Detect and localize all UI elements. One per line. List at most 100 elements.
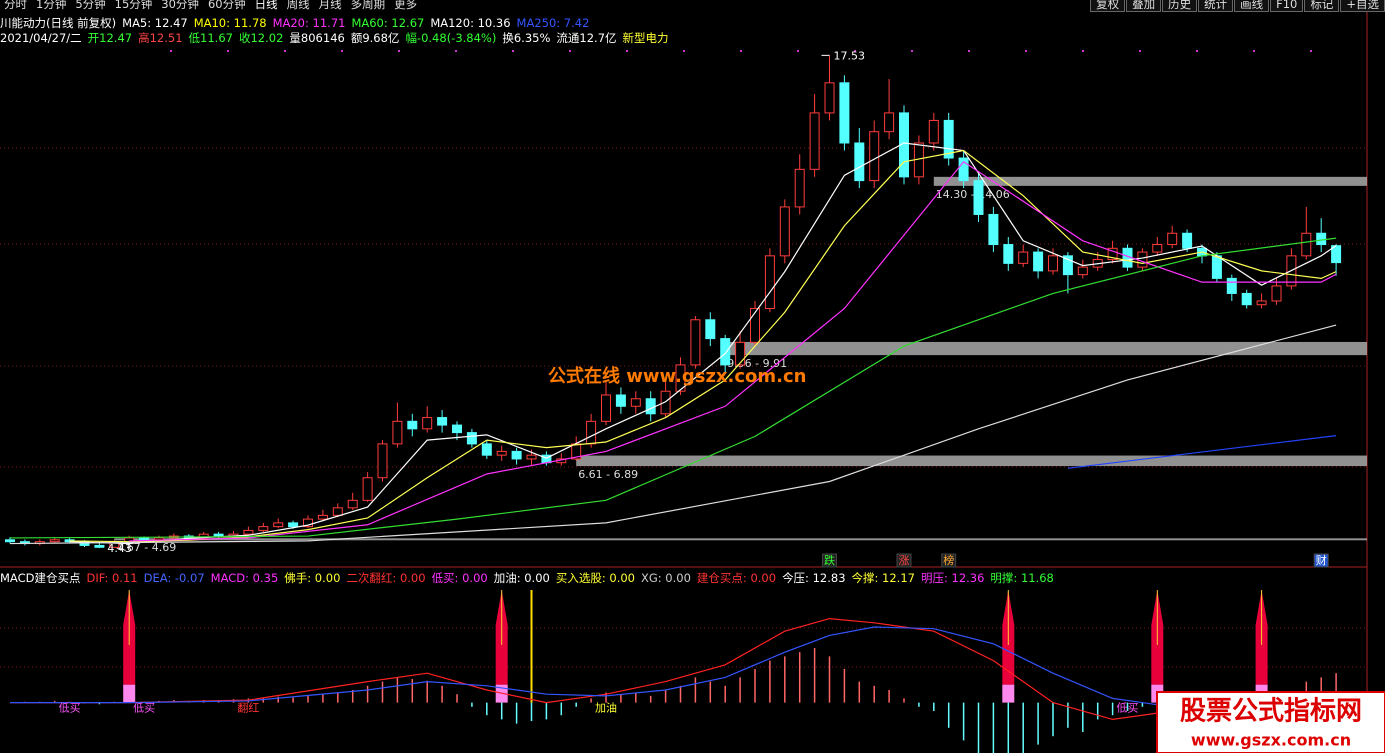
candle-body (705, 319, 716, 340)
watermark: 公式在线 www.gszx.com.cn (548, 365, 806, 387)
candle-body (422, 417, 433, 430)
candle-body (1316, 232, 1327, 246)
dot (1139, 50, 1141, 52)
macd-line (10, 617, 1337, 721)
quote-item: 高12.51 (138, 31, 183, 45)
macd-legend-item: 二次翻红: 0.00 (346, 571, 426, 585)
signal-label: 加油 (595, 701, 617, 715)
candle-body (988, 213, 999, 246)
price-zone (576, 455, 1367, 467)
macd-legend-item: DIF: 0.11 (86, 571, 138, 585)
macd-legend-item: 建仓买点: 0.00 (696, 571, 777, 585)
period-tab[interactable]: 30分钟 (161, 0, 199, 11)
candle-body (496, 450, 507, 456)
candle-body (139, 537, 150, 541)
ma-label: MA20: 11.71 (272, 16, 346, 30)
dot (569, 50, 571, 52)
dot (797, 50, 799, 52)
candle-body (645, 398, 656, 415)
period-tab[interactable]: 月线 (318, 0, 342, 11)
candle-body (794, 168, 805, 208)
ma-label: MA10: 11.78 (193, 16, 267, 30)
period-tab[interactable]: 5分钟 (75, 0, 106, 11)
ma-line (9, 324, 1337, 545)
candle-body (526, 454, 537, 460)
tool-button[interactable]: F10 (1270, 0, 1304, 12)
candle-body (764, 255, 775, 309)
watermark-url: www.gszx.com.cn (1191, 731, 1351, 750)
dot (1310, 50, 1312, 52)
macd-legend-item: XG: 0.00 (640, 571, 691, 585)
dot (740, 50, 742, 52)
candle-body (317, 514, 328, 520)
candle-body (273, 522, 284, 528)
event-label: 财 (1316, 553, 1327, 567)
period-tab[interactable]: 周线 (286, 0, 310, 11)
macd-legend-item: DEA: -0.07 (143, 571, 205, 585)
quote-item: 收12.02 (238, 31, 284, 45)
ma-line (1067, 435, 1337, 469)
quote-item: 低11.67 (188, 31, 233, 45)
candle-body (94, 544, 105, 548)
macd-legend-item: 佛手: 0.00 (284, 571, 341, 585)
macd-legend-item: 买入选股: 0.00 (555, 571, 635, 585)
candle-body (1241, 292, 1252, 306)
candle-body (839, 82, 850, 144)
event-label: 榜 (943, 553, 954, 567)
quote-item: 量806146 (289, 31, 345, 45)
candle-body (1137, 251, 1148, 268)
candle-body (1301, 232, 1312, 257)
period-tab[interactable]: 1分钟 (36, 0, 67, 11)
period-tab[interactable]: 更多 (394, 0, 418, 11)
candle-body (332, 507, 343, 516)
candle-body (750, 307, 760, 343)
watermark-title: 股票公式指标网 (1180, 697, 1362, 727)
tool-button[interactable]: 统计 (1198, 0, 1234, 12)
macd-title: MACD建仓买点 (0, 571, 81, 585)
candle-body (303, 518, 313, 528)
tool-button[interactable]: 复权 (1090, 0, 1126, 12)
macd-legend-item: 今压: 12.83 (782, 571, 846, 585)
candle-body (958, 157, 969, 182)
candle-body (720, 338, 731, 366)
tool-button[interactable]: 叠加 (1126, 0, 1162, 12)
dot (1082, 50, 1084, 52)
candle-body (601, 394, 611, 422)
period-tab[interactable]: 60分钟 (207, 0, 246, 11)
period-tab[interactable]: 15分钟 (114, 0, 153, 11)
candle-body (869, 131, 880, 182)
dot (455, 50, 457, 52)
quote-item: 幅-0.48(-3.84%) (405, 31, 497, 45)
candle-body (809, 112, 820, 170)
period-tab[interactable]: 多周期 (350, 0, 386, 11)
tool-button[interactable]: +自选 (1340, 0, 1385, 12)
candle-body (586, 420, 597, 445)
event-tag (896, 553, 912, 568)
candle-body (1062, 255, 1073, 276)
candle-body (1018, 251, 1029, 264)
watermark-box (1156, 691, 1385, 753)
candle-body (1003, 244, 1014, 264)
dot (1196, 50, 1198, 52)
candle-body (854, 142, 865, 182)
candle-body (392, 420, 403, 445)
zone-label: 4.67 - 4.69 (116, 541, 176, 554)
candle-body (1182, 232, 1193, 249)
event-tag (1313, 553, 1329, 568)
dot (626, 50, 628, 52)
macd-legend-item: 明压: 12.36 (920, 571, 985, 585)
tool-button[interactable]: 标记 (1304, 0, 1340, 12)
candle-body (615, 394, 626, 407)
peak-label: 17.53 (834, 49, 866, 62)
candle-body (660, 390, 671, 415)
candle-body (630, 398, 641, 407)
macd-legend: MACD建仓买点 DIF: 0.11 DEA: -0.07 MACD: 0.35 佛手:… (0, 571, 1060, 585)
zone-label: 6.61 - 6.89 (578, 468, 638, 481)
ma-legend: 川能动力(日线 前复权) MA5: 12.47 MA10: 11.78 MA20: 1… (0, 16, 595, 30)
candle-body (1211, 255, 1222, 279)
period-tab[interactable]: 日线 (254, 0, 278, 11)
tool-button[interactable]: 历史 (1162, 0, 1198, 12)
period-tab[interactable]: 分时 (4, 0, 27, 11)
tool-button[interactable]: 画线 (1234, 0, 1270, 12)
